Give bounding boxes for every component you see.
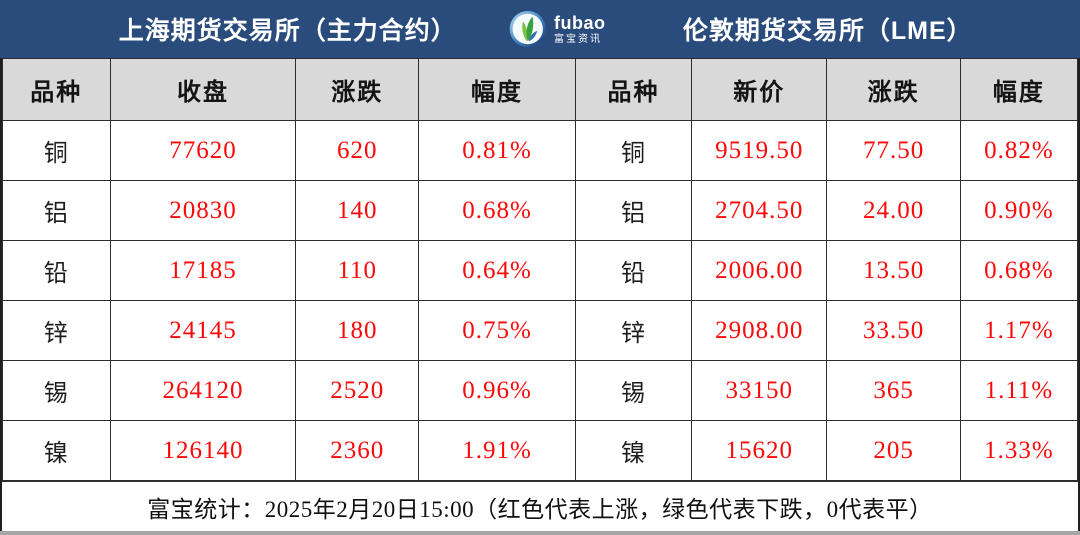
lme-price-cell: 15620 (691, 420, 828, 481)
shfe-variety-header: 品种 (2, 58, 111, 121)
shfe-change-cell: 2360 (295, 420, 420, 481)
shfe-change-cell: 110 (295, 240, 420, 301)
lme-price-cell: 2908.00 (691, 300, 828, 361)
lme-variety-cell: 锌 (574, 300, 693, 361)
lme-change-header: 涨跌 (826, 58, 961, 121)
shfe-pct-cell: 0.64% (418, 240, 576, 301)
shfe-pct-cell: 0.68% (418, 180, 576, 241)
shfe-change-cell: 140 (295, 180, 420, 241)
metals-price-table: 品种 收盘 涨跌 幅度 品种 新价 涨跌 幅度 铜 77620 620 0.81… (2, 58, 1079, 481)
shfe-pct-cell: 0.96% (418, 360, 576, 421)
lme-pct-cell: 1.11% (959, 360, 1079, 421)
table-row-lead: 铅 17185 110 0.64% 铅 2006.00 13.50 0.68% (2, 240, 1079, 301)
shfe-change-cell: 180 (295, 300, 420, 361)
footer-note: 富宝统计：2025年2月20日15:00（红色代表上涨，绿色代表下跌，0代表平） (0, 481, 1080, 531)
banner-title-shfe: 上海期货交易所（主力合约） (118, 17, 457, 45)
shfe-pct-cell: 1.91% (418, 420, 576, 481)
lme-price-cell: 2006.00 (691, 240, 828, 301)
banner: 上海期货交易所（主力合约） 伦敦期货交易所（LME） (0, 0, 1080, 58)
shfe-close-cell: 126140 (109, 420, 297, 481)
lme-variety-cell: 镍 (574, 420, 693, 481)
table-row-nickel: 镍 126140 2360 1.91% 镍 15620 205 1.33% (2, 420, 1079, 481)
shfe-change-cell: 620 (295, 120, 420, 181)
lme-variety-cell: 铜 (574, 120, 693, 181)
shfe-change-cell: 2520 (295, 360, 420, 421)
lme-price-cell: 33150 (691, 360, 828, 421)
shfe-close-cell: 77620 (109, 120, 297, 181)
shfe-close-header: 收盘 (109, 58, 297, 121)
lme-change-cell: 77.50 (826, 120, 961, 181)
shfe-close-cell: 17185 (109, 240, 297, 301)
logo-wordmark: fubao (554, 12, 606, 33)
logo-subtitle: 富宝资讯 (554, 33, 603, 45)
shfe-close-cell: 264120 (109, 360, 297, 421)
lme-pct-cell: 0.90% (959, 180, 1079, 241)
table-row-tin: 锡 264120 2520 0.96% 锡 33150 365 1.11% (2, 360, 1079, 421)
lme-change-cell: 365 (826, 360, 961, 421)
header-row: 品种 收盘 涨跌 幅度 品种 新价 涨跌 幅度 (2, 58, 1079, 121)
lme-price-header: 新价 (691, 58, 828, 121)
lme-variety-header: 品种 (574, 58, 693, 121)
fubao-leaf-logo-icon (509, 10, 547, 48)
banner-title-lme: 伦敦期货交易所（LME） (682, 17, 973, 45)
lme-change-cell: 205 (826, 420, 961, 481)
shfe-variety-cell: 铅 (2, 240, 111, 301)
shfe-close-cell: 20830 (109, 180, 297, 241)
shfe-variety-cell: 铝 (2, 180, 111, 241)
shfe-variety-cell: 锌 (2, 300, 111, 361)
shfe-variety-cell: 铜 (2, 120, 111, 181)
logo-text-block: fubao 富宝资讯 (554, 14, 606, 45)
fubao-logo: fubao 富宝资讯 (509, 10, 606, 48)
lme-pct-cell: 0.68% (959, 240, 1079, 301)
lme-variety-cell: 铅 (574, 240, 693, 301)
shfe-pct-cell: 0.81% (418, 120, 576, 181)
lme-price-cell: 2704.50 (691, 180, 828, 241)
lme-change-cell: 24.00 (826, 180, 961, 241)
shfe-close-cell: 24145 (109, 300, 297, 361)
lme-pct-cell: 0.82% (959, 120, 1079, 181)
lme-price-cell: 9519.50 (691, 120, 828, 181)
table-wrapper: 品种 收盘 涨跌 幅度 品种 新价 涨跌 幅度 铜 77620 620 0.81… (0, 58, 1080, 481)
lme-pct-cell: 1.33% (959, 420, 1079, 481)
lme-change-cell: 13.50 (826, 240, 961, 301)
lme-pct-cell: 1.17% (959, 300, 1079, 361)
shfe-pct-cell: 0.75% (418, 300, 576, 361)
lme-change-cell: 33.50 (826, 300, 961, 361)
table-row-aluminum: 铝 20830 140 0.68% 铝 2704.50 24.00 0.90% (2, 180, 1079, 241)
lme-pct-header: 幅度 (959, 58, 1079, 121)
lme-variety-cell: 铝 (574, 180, 693, 241)
shfe-variety-cell: 镍 (2, 420, 111, 481)
table-row-copper: 铜 77620 620 0.81% 铜 9519.50 77.50 0.82% (2, 120, 1079, 181)
shfe-pct-header: 幅度 (418, 58, 576, 121)
lme-variety-cell: 锡 (574, 360, 693, 421)
shfe-change-header: 涨跌 (295, 58, 420, 121)
table-row-zinc: 锌 24145 180 0.75% 锌 2908.00 33.50 1.17% (2, 300, 1079, 361)
shfe-variety-cell: 锡 (2, 360, 111, 421)
